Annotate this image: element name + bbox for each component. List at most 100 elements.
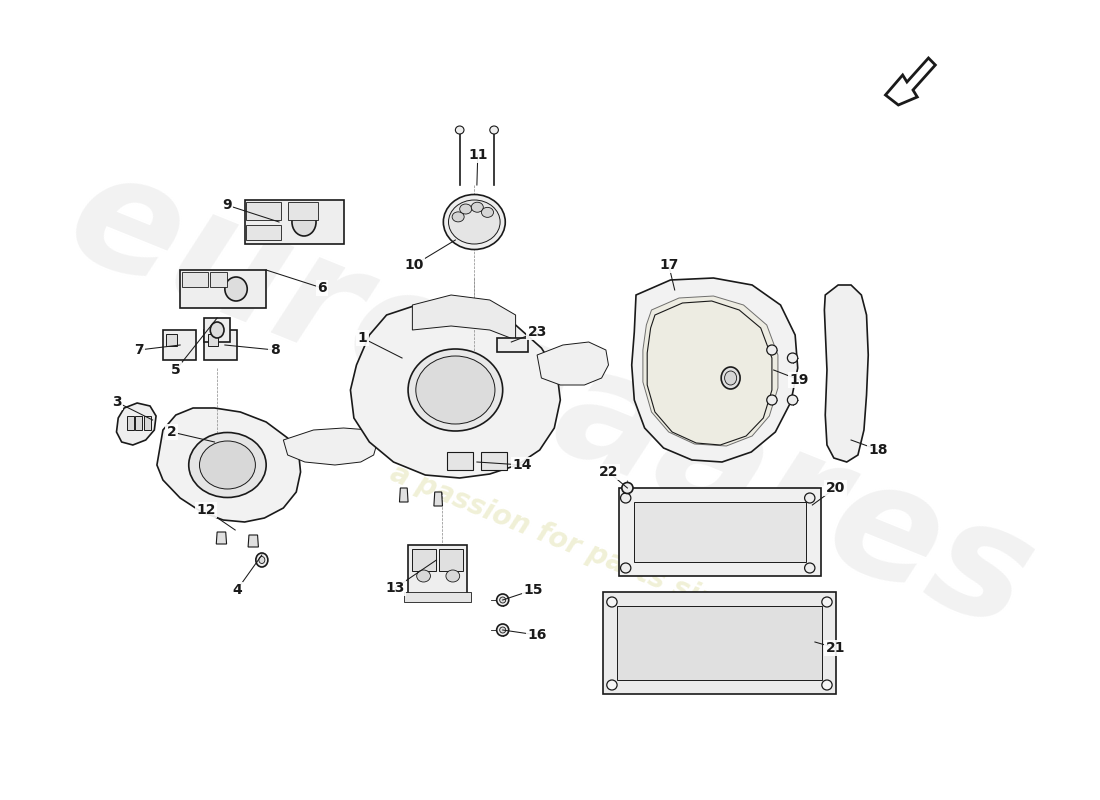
Bar: [126, 416, 134, 430]
Ellipse shape: [499, 597, 506, 603]
Bar: [447, 452, 473, 470]
Text: 2: 2: [167, 425, 176, 439]
Ellipse shape: [210, 322, 224, 338]
Ellipse shape: [490, 126, 498, 134]
Bar: [619, 488, 821, 576]
Ellipse shape: [449, 200, 500, 244]
Ellipse shape: [620, 563, 631, 573]
Ellipse shape: [804, 493, 815, 503]
Bar: [182, 272, 208, 287]
Ellipse shape: [767, 395, 777, 405]
Text: 9: 9: [222, 198, 231, 212]
Text: 13: 13: [385, 581, 405, 595]
Ellipse shape: [452, 212, 464, 222]
Text: 21: 21: [826, 641, 845, 655]
Text: 12: 12: [196, 503, 216, 517]
Text: 1: 1: [358, 331, 367, 345]
Ellipse shape: [822, 680, 832, 690]
Bar: [481, 452, 507, 470]
Ellipse shape: [482, 207, 494, 218]
Ellipse shape: [497, 624, 508, 636]
Text: europaares: europaares: [47, 137, 1053, 663]
Ellipse shape: [292, 208, 316, 236]
Text: 6: 6: [317, 281, 327, 295]
Ellipse shape: [804, 563, 815, 573]
Ellipse shape: [607, 597, 617, 607]
Ellipse shape: [460, 204, 472, 214]
Ellipse shape: [497, 594, 508, 606]
Bar: [635, 502, 806, 562]
Polygon shape: [631, 278, 798, 462]
Polygon shape: [117, 403, 156, 445]
Bar: [617, 606, 822, 680]
Ellipse shape: [607, 680, 617, 690]
Bar: [210, 272, 228, 287]
Text: 7: 7: [134, 343, 144, 357]
Ellipse shape: [258, 557, 265, 563]
Bar: [411, 549, 436, 571]
Ellipse shape: [455, 126, 464, 134]
Text: 14: 14: [513, 458, 532, 472]
Bar: [208, 334, 218, 346]
Bar: [603, 592, 836, 694]
Bar: [205, 318, 230, 342]
Polygon shape: [537, 342, 608, 385]
Bar: [497, 338, 528, 352]
Ellipse shape: [621, 482, 632, 494]
Ellipse shape: [443, 194, 505, 250]
Polygon shape: [249, 535, 258, 547]
Bar: [439, 549, 463, 571]
Bar: [166, 334, 177, 346]
Bar: [246, 225, 280, 240]
Polygon shape: [351, 305, 560, 478]
Polygon shape: [886, 58, 935, 105]
Ellipse shape: [224, 277, 248, 301]
Ellipse shape: [620, 493, 631, 503]
Text: 16: 16: [527, 628, 547, 642]
Polygon shape: [433, 492, 442, 506]
Ellipse shape: [788, 395, 798, 405]
Text: 18: 18: [869, 443, 889, 457]
Ellipse shape: [722, 367, 740, 389]
Ellipse shape: [189, 433, 266, 498]
Ellipse shape: [416, 356, 495, 424]
Polygon shape: [284, 428, 378, 465]
Text: 8: 8: [270, 343, 279, 357]
Bar: [135, 416, 142, 430]
Text: 4: 4: [232, 583, 242, 597]
Polygon shape: [217, 532, 227, 544]
Ellipse shape: [725, 371, 737, 385]
Ellipse shape: [408, 349, 503, 431]
Ellipse shape: [822, 597, 832, 607]
Text: 10: 10: [405, 258, 424, 272]
Text: 22: 22: [598, 465, 618, 479]
Bar: [163, 330, 196, 360]
Bar: [180, 270, 266, 308]
Text: 5: 5: [170, 363, 180, 377]
Polygon shape: [412, 295, 516, 340]
Text: 17: 17: [659, 258, 679, 272]
Ellipse shape: [471, 202, 483, 212]
Text: 23: 23: [527, 325, 547, 339]
Polygon shape: [399, 488, 408, 502]
Polygon shape: [157, 408, 300, 522]
Polygon shape: [824, 285, 868, 462]
Text: 19: 19: [790, 373, 810, 387]
Bar: [244, 200, 343, 244]
Polygon shape: [642, 296, 778, 446]
Ellipse shape: [499, 627, 506, 633]
Text: a passion for parts since 1985: a passion for parts since 1985: [386, 458, 834, 662]
Ellipse shape: [767, 345, 777, 355]
Bar: [246, 202, 280, 220]
Ellipse shape: [788, 353, 798, 363]
Ellipse shape: [417, 570, 430, 582]
Ellipse shape: [446, 570, 460, 582]
Ellipse shape: [256, 553, 268, 567]
Bar: [288, 202, 318, 220]
Bar: [205, 330, 236, 360]
Bar: [144, 416, 151, 430]
Text: 15: 15: [522, 583, 542, 597]
Text: 20: 20: [826, 481, 845, 495]
Text: 3: 3: [112, 395, 121, 409]
Bar: [408, 545, 466, 597]
